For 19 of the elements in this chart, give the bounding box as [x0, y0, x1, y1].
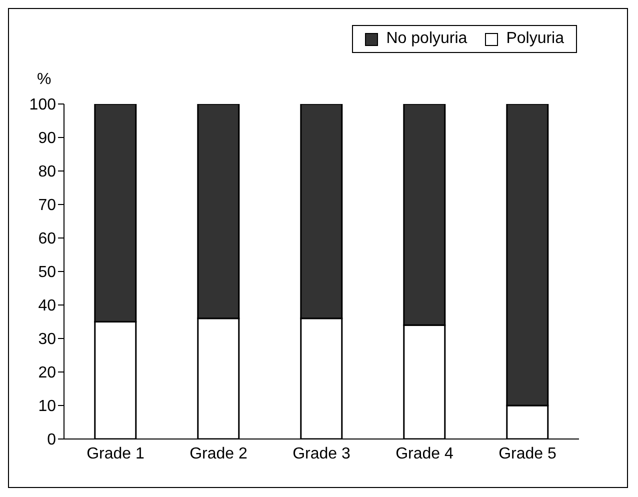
legend-label: Polyuria — [505, 30, 564, 48]
y-tick-label: 30 — [38, 331, 56, 348]
y-tick-label: 10 — [38, 398, 56, 416]
y-tick-label: 0 — [47, 432, 56, 449]
x-tick-label: Grade 4 — [396, 445, 454, 462]
y-tick-label: 60 — [38, 230, 56, 248]
y-tick-label: 80 — [38, 164, 56, 181]
x-tick-label: Grade 2 — [190, 445, 248, 462]
y-axis-title: % — [37, 71, 52, 89]
y-tick-label: 90 — [38, 130, 56, 148]
y-tick-label: 50 — [38, 264, 56, 282]
y-tick-label: 40 — [38, 298, 56, 315]
y-tick-label: 70 — [38, 197, 56, 214]
x-tick-label: Grade 5 — [498, 445, 557, 462]
x-tick-label: Grade 3 — [292, 445, 351, 462]
y-tick-label: 20 — [38, 364, 56, 382]
legend-label: No polyuria — [385, 30, 468, 48]
y-tick-label: 100 — [29, 96, 56, 114]
x-tick-label: Grade 1 — [86, 445, 145, 462]
